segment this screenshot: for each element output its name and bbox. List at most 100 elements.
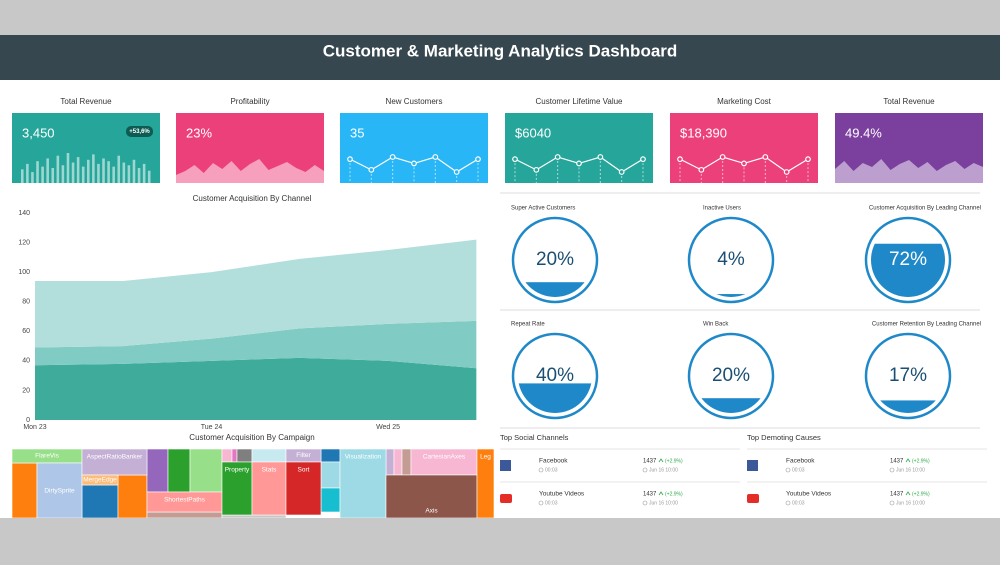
kpi-card [340, 113, 488, 183]
treemap-cell [320, 461, 341, 489]
treemap-label: Axis [425, 508, 438, 515]
kpi-value: $6040 [515, 125, 551, 140]
treemap-label: ShortestPaths [164, 497, 206, 504]
spark-bar [107, 161, 110, 183]
treemap-cell [476, 449, 494, 518]
x-tick-label: Mon 23 [23, 424, 46, 431]
treemap-cell [167, 449, 191, 493]
spark-point [389, 154, 396, 160]
treemap-cell [81, 449, 148, 476]
spark-bar [76, 157, 80, 183]
clock-icon [785, 500, 791, 506]
spark-point [475, 156, 481, 163]
spark-area [176, 159, 324, 183]
spark-point [533, 166, 540, 173]
up-arrow [905, 458, 911, 463]
list-title: Top Social Channels [500, 433, 569, 442]
treemap: FlareVis DirtySprite AspectRatioBanker Merg… [12, 449, 494, 518]
spark-point [640, 156, 646, 163]
spark-bar [71, 162, 75, 183]
spark-bar [41, 166, 44, 183]
row-change: (+2.9%) [912, 458, 930, 464]
spark-bar [137, 168, 141, 183]
spark-bar [46, 158, 49, 183]
row-date: Jun 16 10:00 [896, 500, 925, 506]
spark-point [432, 154, 439, 160]
gauge-ring [687, 332, 775, 420]
spark-bar [97, 163, 100, 183]
y-tick-label: 80 [22, 299, 30, 306]
spark-point [453, 169, 460, 175]
gauge-title: Inactive Users [703, 206, 741, 212]
chart-title: Customer Acquisition By Channel [193, 194, 312, 203]
gauge-title: Customer Retention By Leading Channel [872, 322, 981, 328]
row-name: Youtube Videos [539, 491, 585, 498]
row-count: 1437 [890, 492, 904, 498]
y-tick-label: 120 [18, 239, 30, 246]
kpi-badge: +53,6% [129, 129, 150, 135]
treemap-cell [320, 449, 341, 463]
kpi-title: Profitability [230, 97, 269, 106]
treemap-label: Filter [296, 452, 311, 459]
spark-point [618, 169, 625, 175]
area-series [35, 357, 477, 420]
spark-point [347, 156, 353, 163]
treemap-cell [320, 487, 341, 513]
row-change: (+2.9%) [665, 491, 683, 497]
kpi-title: New Customers [386, 97, 443, 106]
treemap-cell [285, 461, 322, 516]
treemap-cell [401, 449, 412, 476]
treemap-cell [410, 449, 478, 476]
row-time: 00:03 [792, 467, 805, 473]
y-tick-label: 140 [18, 210, 30, 217]
treemap-cell [189, 449, 223, 493]
treemap-cell [385, 474, 478, 518]
header-bar [0, 35, 1000, 80]
panel [0, 35, 1000, 518]
spark-area [835, 159, 983, 183]
clock-icon [785, 467, 791, 473]
treemap-cell [385, 449, 395, 476]
gauge-ring [687, 216, 775, 304]
row-count: 1437 [643, 492, 657, 498]
gauge-value: 17% [889, 365, 927, 386]
x-tick-label: Wed 25 [376, 424, 400, 431]
row-time: 00:03 [792, 500, 805, 506]
treemap-cell [393, 449, 403, 476]
row-count: 1437 [643, 459, 657, 465]
clock-icon [538, 467, 544, 473]
kpi-value: 49.4% [845, 125, 882, 140]
up-arrow [905, 491, 911, 496]
kpi-badge-bg [126, 126, 153, 137]
gauge-fill [694, 294, 768, 297]
kpi-card [505, 113, 653, 183]
kpi-value: 35 [350, 125, 364, 140]
gauge-ring [864, 332, 952, 420]
gauge-value: 40% [536, 365, 574, 386]
y-tick-label: 0 [26, 417, 30, 424]
gauge-value: 4% [717, 249, 745, 270]
gauge-title: Super Active Customers [511, 206, 575, 212]
spark-point [677, 156, 683, 163]
gauge-value: 20% [536, 249, 574, 270]
treemap-cell [231, 449, 238, 463]
clock-icon [889, 500, 895, 506]
treemap-label: FlareVis [35, 453, 59, 460]
list-title: Top Demoting Causes [747, 433, 821, 442]
gauge-title: Repeat Rate [511, 322, 545, 328]
content: Total Revenue 3,450 +53,6% Profitability 23%… [0, 97, 1000, 560]
kpi-value: 3,450 [22, 125, 55, 140]
row-date: Jun 16 10:00 [649, 467, 678, 473]
row-name: Facebook [539, 458, 568, 465]
treemap-label: Visualization [345, 454, 382, 461]
treemap-cell [221, 449, 233, 463]
spark-bar [21, 169, 24, 183]
treemap-cell [117, 474, 148, 518]
area-series [35, 320, 477, 369]
kpi-title: Total Revenue [60, 97, 112, 106]
spark-bar [112, 166, 115, 183]
spark-bar [31, 172, 34, 183]
spark-bar [51, 168, 55, 183]
